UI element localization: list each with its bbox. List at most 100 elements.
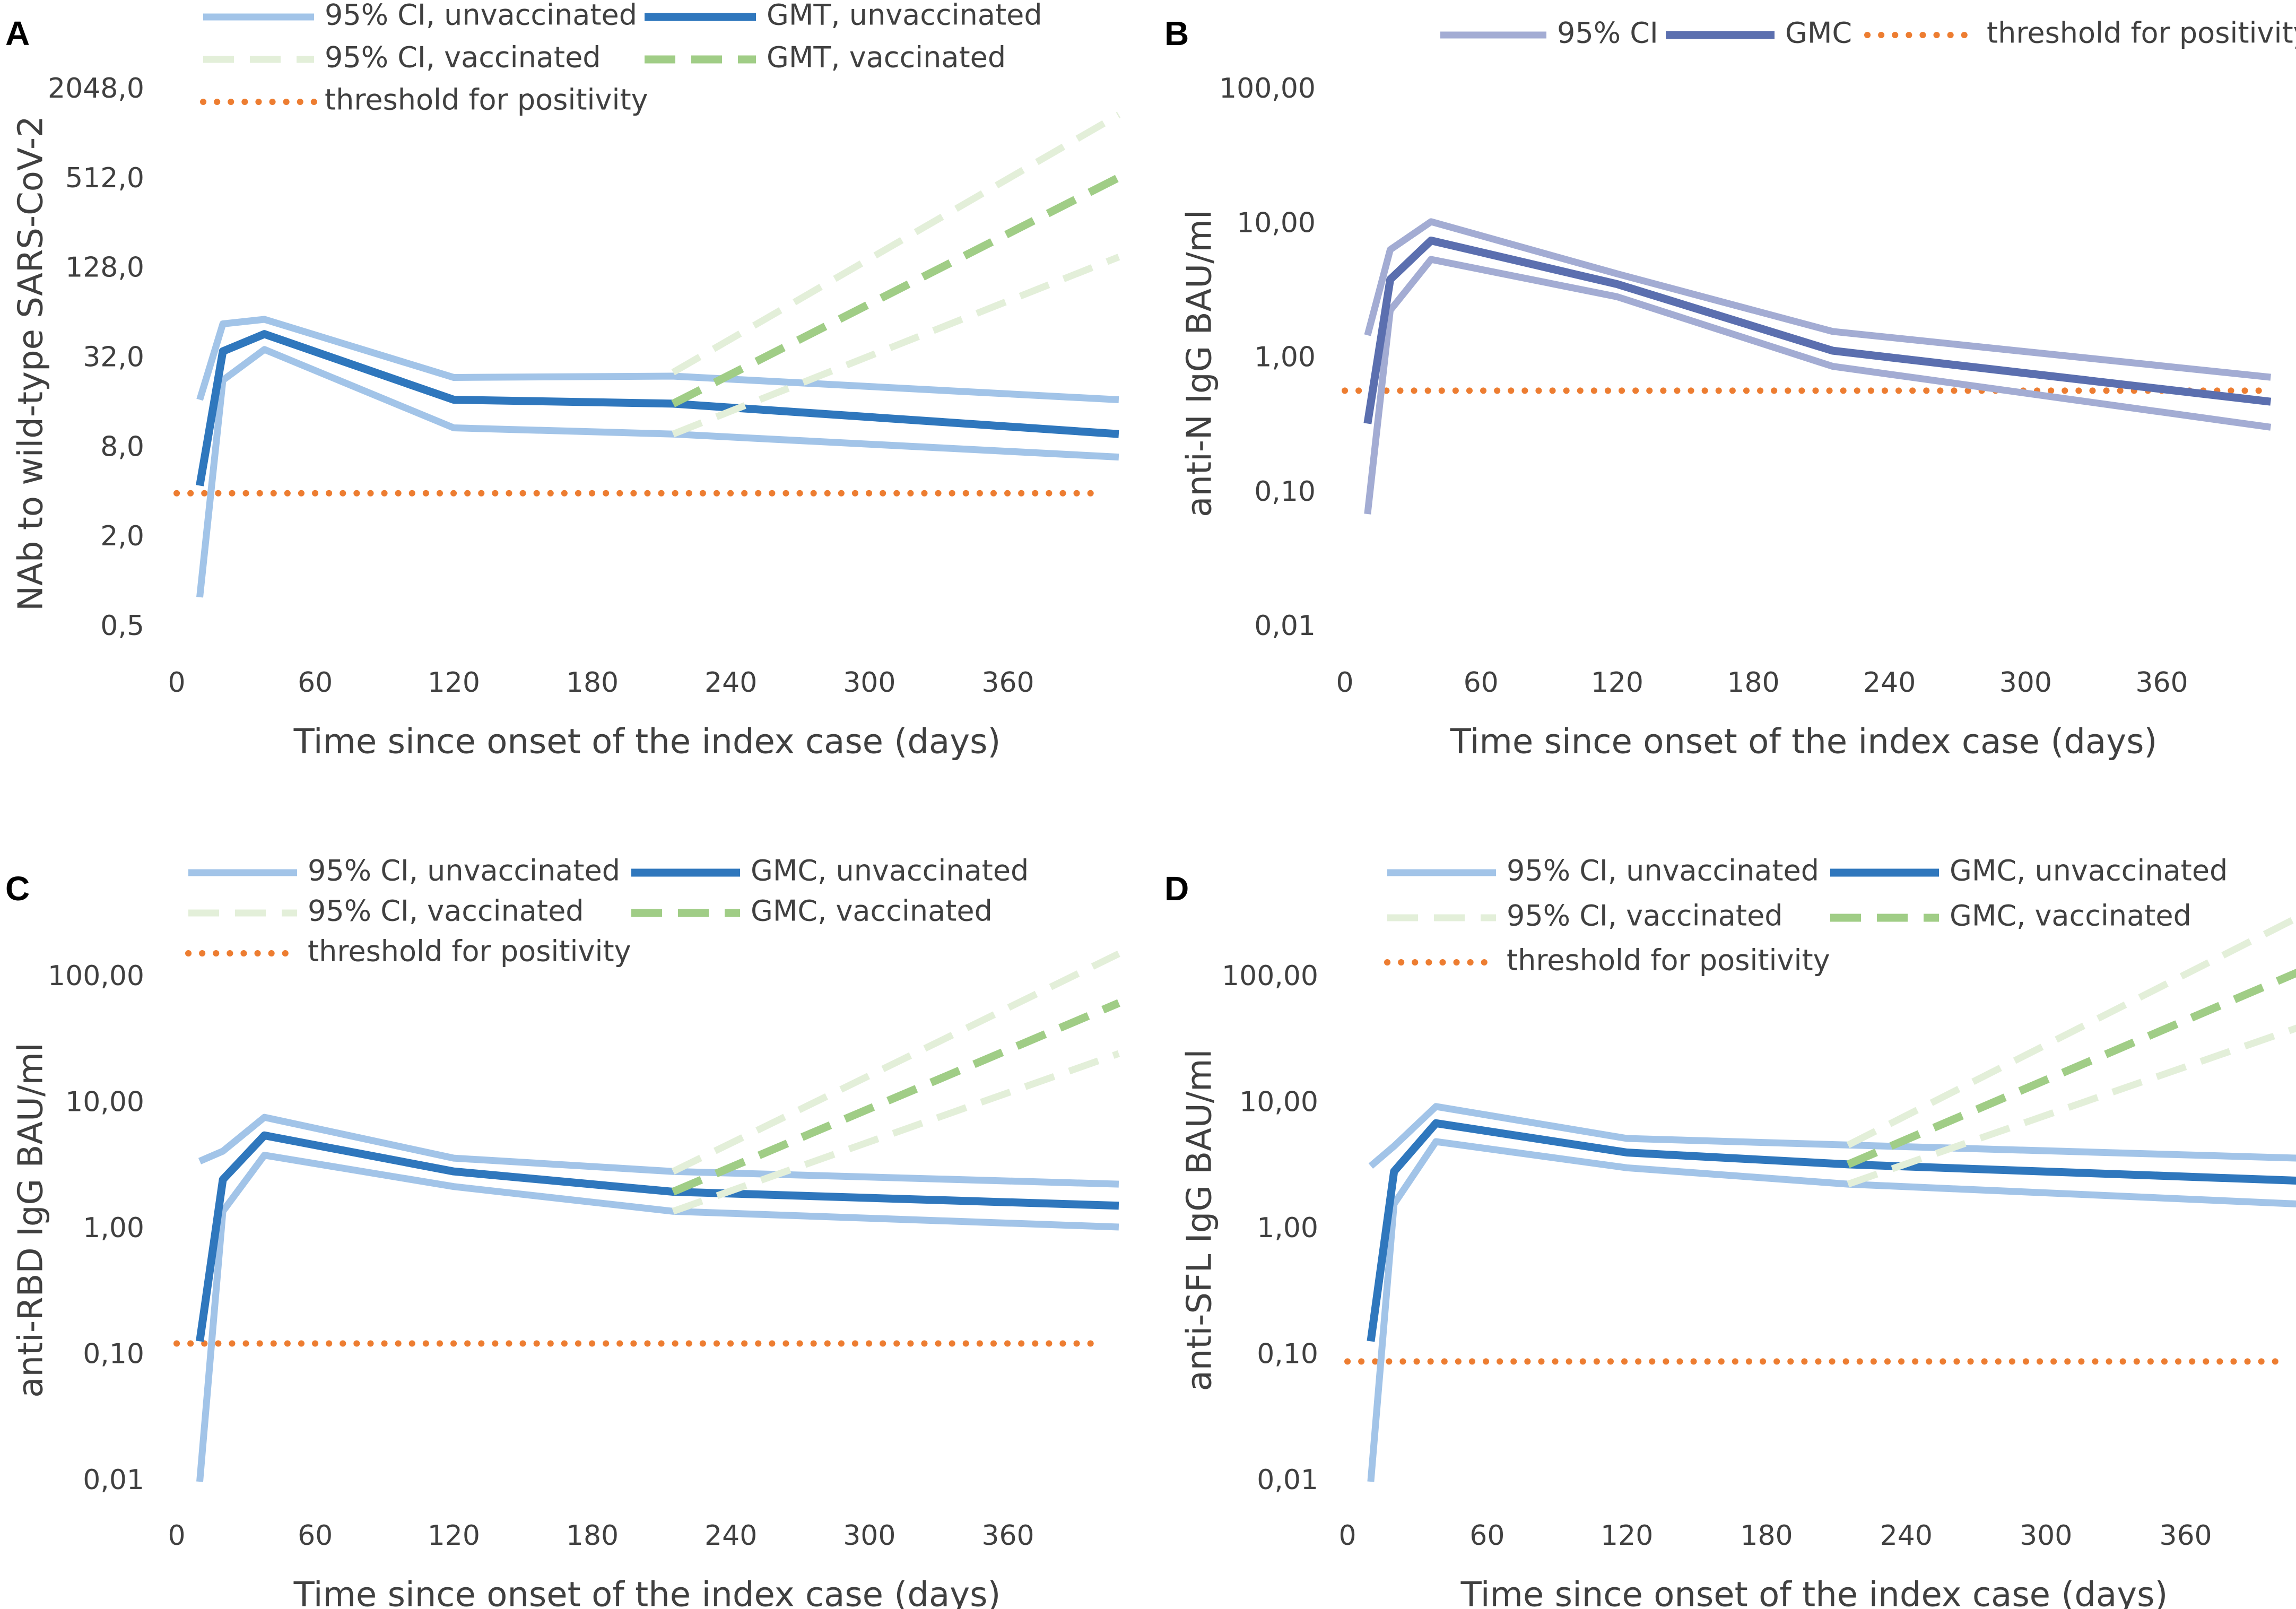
legend-label: threshold for positivity xyxy=(308,935,631,968)
series-line-gmc-vaccinated xyxy=(1846,969,2296,1168)
y-axis-label: anti-RBD IgG BAU/ml xyxy=(12,1042,51,1397)
x-tick-label: 180 xyxy=(1740,1520,1793,1552)
series-line-95-ci-unvaccinated-lower xyxy=(1367,1138,2296,1482)
chart-panel-b: B 0 60 120 180 240 300 360 0,01 0,10 1,00 10,00 100,… xyxy=(1164,14,2296,762)
x-tick-label: 360 xyxy=(2135,667,2188,699)
y-tick-label: 128,0 xyxy=(65,252,144,284)
x-tick-label: 0 xyxy=(1336,667,1353,699)
legend-label: GMC, vaccinated xyxy=(1950,899,2191,933)
legend-label: GMT, unvaccinated xyxy=(767,0,1042,32)
series-line-95-ci-unvaccinated-lower xyxy=(196,346,1119,598)
y-tick-label: 100,00 xyxy=(1222,960,1318,992)
y-tick-label: 32,0 xyxy=(83,342,144,373)
x-tick-label: 240 xyxy=(1880,1520,1933,1552)
y-tick-label: 0,01 xyxy=(1257,1464,1318,1496)
x-tick-label: 0 xyxy=(168,1520,185,1552)
y-tick-label: 0,10 xyxy=(1257,1338,1318,1370)
x-tick-label: 120 xyxy=(1601,1520,1653,1552)
x-axis-label: Time since onset of the index case (days… xyxy=(293,723,1001,762)
legend-label: 95% CI, unvaccinated xyxy=(1507,854,1819,888)
series-line-95-ci-vaccinated-lower xyxy=(1847,1024,2296,1188)
panel-letter-d: D xyxy=(1164,869,1189,908)
legend-label: 95% CI, unvaccinated xyxy=(325,0,637,32)
y-tick-label: 1,00 xyxy=(1254,342,1316,373)
y-tick-label: 2048,0 xyxy=(48,73,144,105)
series-line-95-ci-upper xyxy=(1364,218,2271,381)
series-line-gmc-unvaccinated xyxy=(196,1131,1119,1342)
legend-label: 95% CI, vaccinated xyxy=(308,894,584,928)
x-tick-label: 180 xyxy=(1727,667,1779,699)
x-tick-label: 360 xyxy=(981,1520,1034,1552)
panel-letter-c: C xyxy=(5,869,30,908)
legend-label: 95% CI, vaccinated xyxy=(1507,899,1783,933)
series-line-gmc-unvaccinated xyxy=(1367,1119,2296,1342)
chart-panel-d: D 0 60 120 180 240 300 360 0,01 0,10 1,00 10,00 100,… xyxy=(1164,854,2296,1609)
legend-label: 95% CI, unvaccinated xyxy=(308,854,620,888)
x-tick-label: 180 xyxy=(566,1520,619,1552)
y-tick-label: 10,00 xyxy=(1239,1086,1318,1118)
y-axis-label: anti-SFL IgG BAU/ml xyxy=(1180,1049,1220,1391)
y-tick-label: 512,0 xyxy=(65,162,144,194)
series-line-gmc xyxy=(1363,236,2272,424)
legend-a: 95% CI, unvaccinated GMT, unvaccinated 95%… xyxy=(200,0,1042,117)
x-tick-label: 360 xyxy=(981,667,1034,699)
x-axis-label: Time since onset of the index case (days… xyxy=(293,1576,1001,1609)
y-tick-label: 0,5 xyxy=(100,610,144,642)
legend-d: 95% CI, unvaccinated GMC, unvaccinated 95%… xyxy=(1384,854,2228,977)
y-axis-label: anti-N IgG BAU/ml xyxy=(1180,210,1220,517)
y-tick-label: 2,0 xyxy=(100,520,144,552)
legend-label: threshold for positivity xyxy=(1507,944,1830,977)
x-tick-label: 120 xyxy=(428,667,480,699)
series-line-95-ci-vaccinated-upper xyxy=(1846,914,2296,1149)
series-line-gmt-vaccinated xyxy=(671,173,1121,407)
x-tick-label: 240 xyxy=(705,1520,757,1552)
x-tick-label: 300 xyxy=(2020,1520,2072,1552)
x-tick-label: 300 xyxy=(1999,667,2052,699)
y-axis-label: NAb to wild-type SARS-CoV-2 xyxy=(12,116,51,611)
y-tick-label: 100,00 xyxy=(48,960,144,992)
y-tick-label: 0,01 xyxy=(1254,610,1316,642)
series-line-95-ci-vaccinated-upper xyxy=(671,111,1121,376)
legend-b: 95% CI GMC threshold for positivity xyxy=(1440,16,2296,50)
legend-label: GMC xyxy=(1785,16,1852,50)
legend-label: threshold for positivity xyxy=(1987,16,2296,50)
x-tick-label: 120 xyxy=(428,1520,480,1552)
panel-letter-a: A xyxy=(5,14,30,53)
series-line-95-ci-unvaccinated-upper xyxy=(196,316,1119,403)
chart-panel-c: C 0 60 120 180 240 300 360 0,01 0,10 1,00 10,00 100,… xyxy=(5,854,1120,1609)
legend-label: GMT, vaccinated xyxy=(767,41,1006,74)
legend-label: 95% CI xyxy=(1557,16,1658,50)
legend-label: GMC, unvaccinated xyxy=(751,854,1029,888)
y-tick-label: 1,00 xyxy=(1257,1212,1318,1244)
series-line-95-ci-vaccinated-upper xyxy=(671,950,1120,1175)
x-tick-label: 60 xyxy=(1469,1520,1504,1552)
y-tick-label: 0,01 xyxy=(83,1464,144,1496)
x-tick-label: 120 xyxy=(1591,667,1643,699)
y-tick-label: 100,00 xyxy=(1219,73,1316,105)
legend-label: threshold for positivity xyxy=(325,83,648,117)
x-tick-label: 360 xyxy=(2159,1520,2212,1552)
series-line-gmt-unvaccinated xyxy=(196,330,1119,486)
y-tick-label: 8,0 xyxy=(100,431,144,463)
x-tick-label: 240 xyxy=(1863,667,1916,699)
legend-label: GMC, vaccinated xyxy=(751,894,993,928)
x-tick-label: 300 xyxy=(843,667,895,699)
y-tick-label: 10,00 xyxy=(65,1086,144,1118)
legend-c: 95% CI, unvaccinated GMC, unvaccinated 95%… xyxy=(185,854,1029,968)
series-line-95-ci-vaccinated-lower xyxy=(672,1050,1120,1215)
x-tick-label: 300 xyxy=(843,1520,895,1552)
x-axis-label: Time since onset of the index case (days… xyxy=(1450,723,2158,762)
panel-letter-b: B xyxy=(1164,14,1189,53)
x-tick-label: 60 xyxy=(1464,667,1499,699)
x-tick-label: 0 xyxy=(1338,1520,1356,1552)
series-line-95-ci-unvaccinated-lower xyxy=(196,1152,1119,1482)
series-line-95-ci-vaccinated-lower xyxy=(672,254,1120,438)
legend-label: GMC, unvaccinated xyxy=(1950,854,2228,888)
x-axis-label: Time since onset of the index case (days… xyxy=(1460,1576,2168,1609)
x-tick-label: 60 xyxy=(298,667,333,699)
x-tick-label: 60 xyxy=(298,1520,333,1552)
x-tick-label: 180 xyxy=(566,667,619,699)
chart-panel-a: A 0 60 120 180 240 300 360 0,5 2,0 8,0 32,0 128,0 512… xyxy=(5,0,1121,762)
x-tick-label: 0 xyxy=(168,667,185,699)
